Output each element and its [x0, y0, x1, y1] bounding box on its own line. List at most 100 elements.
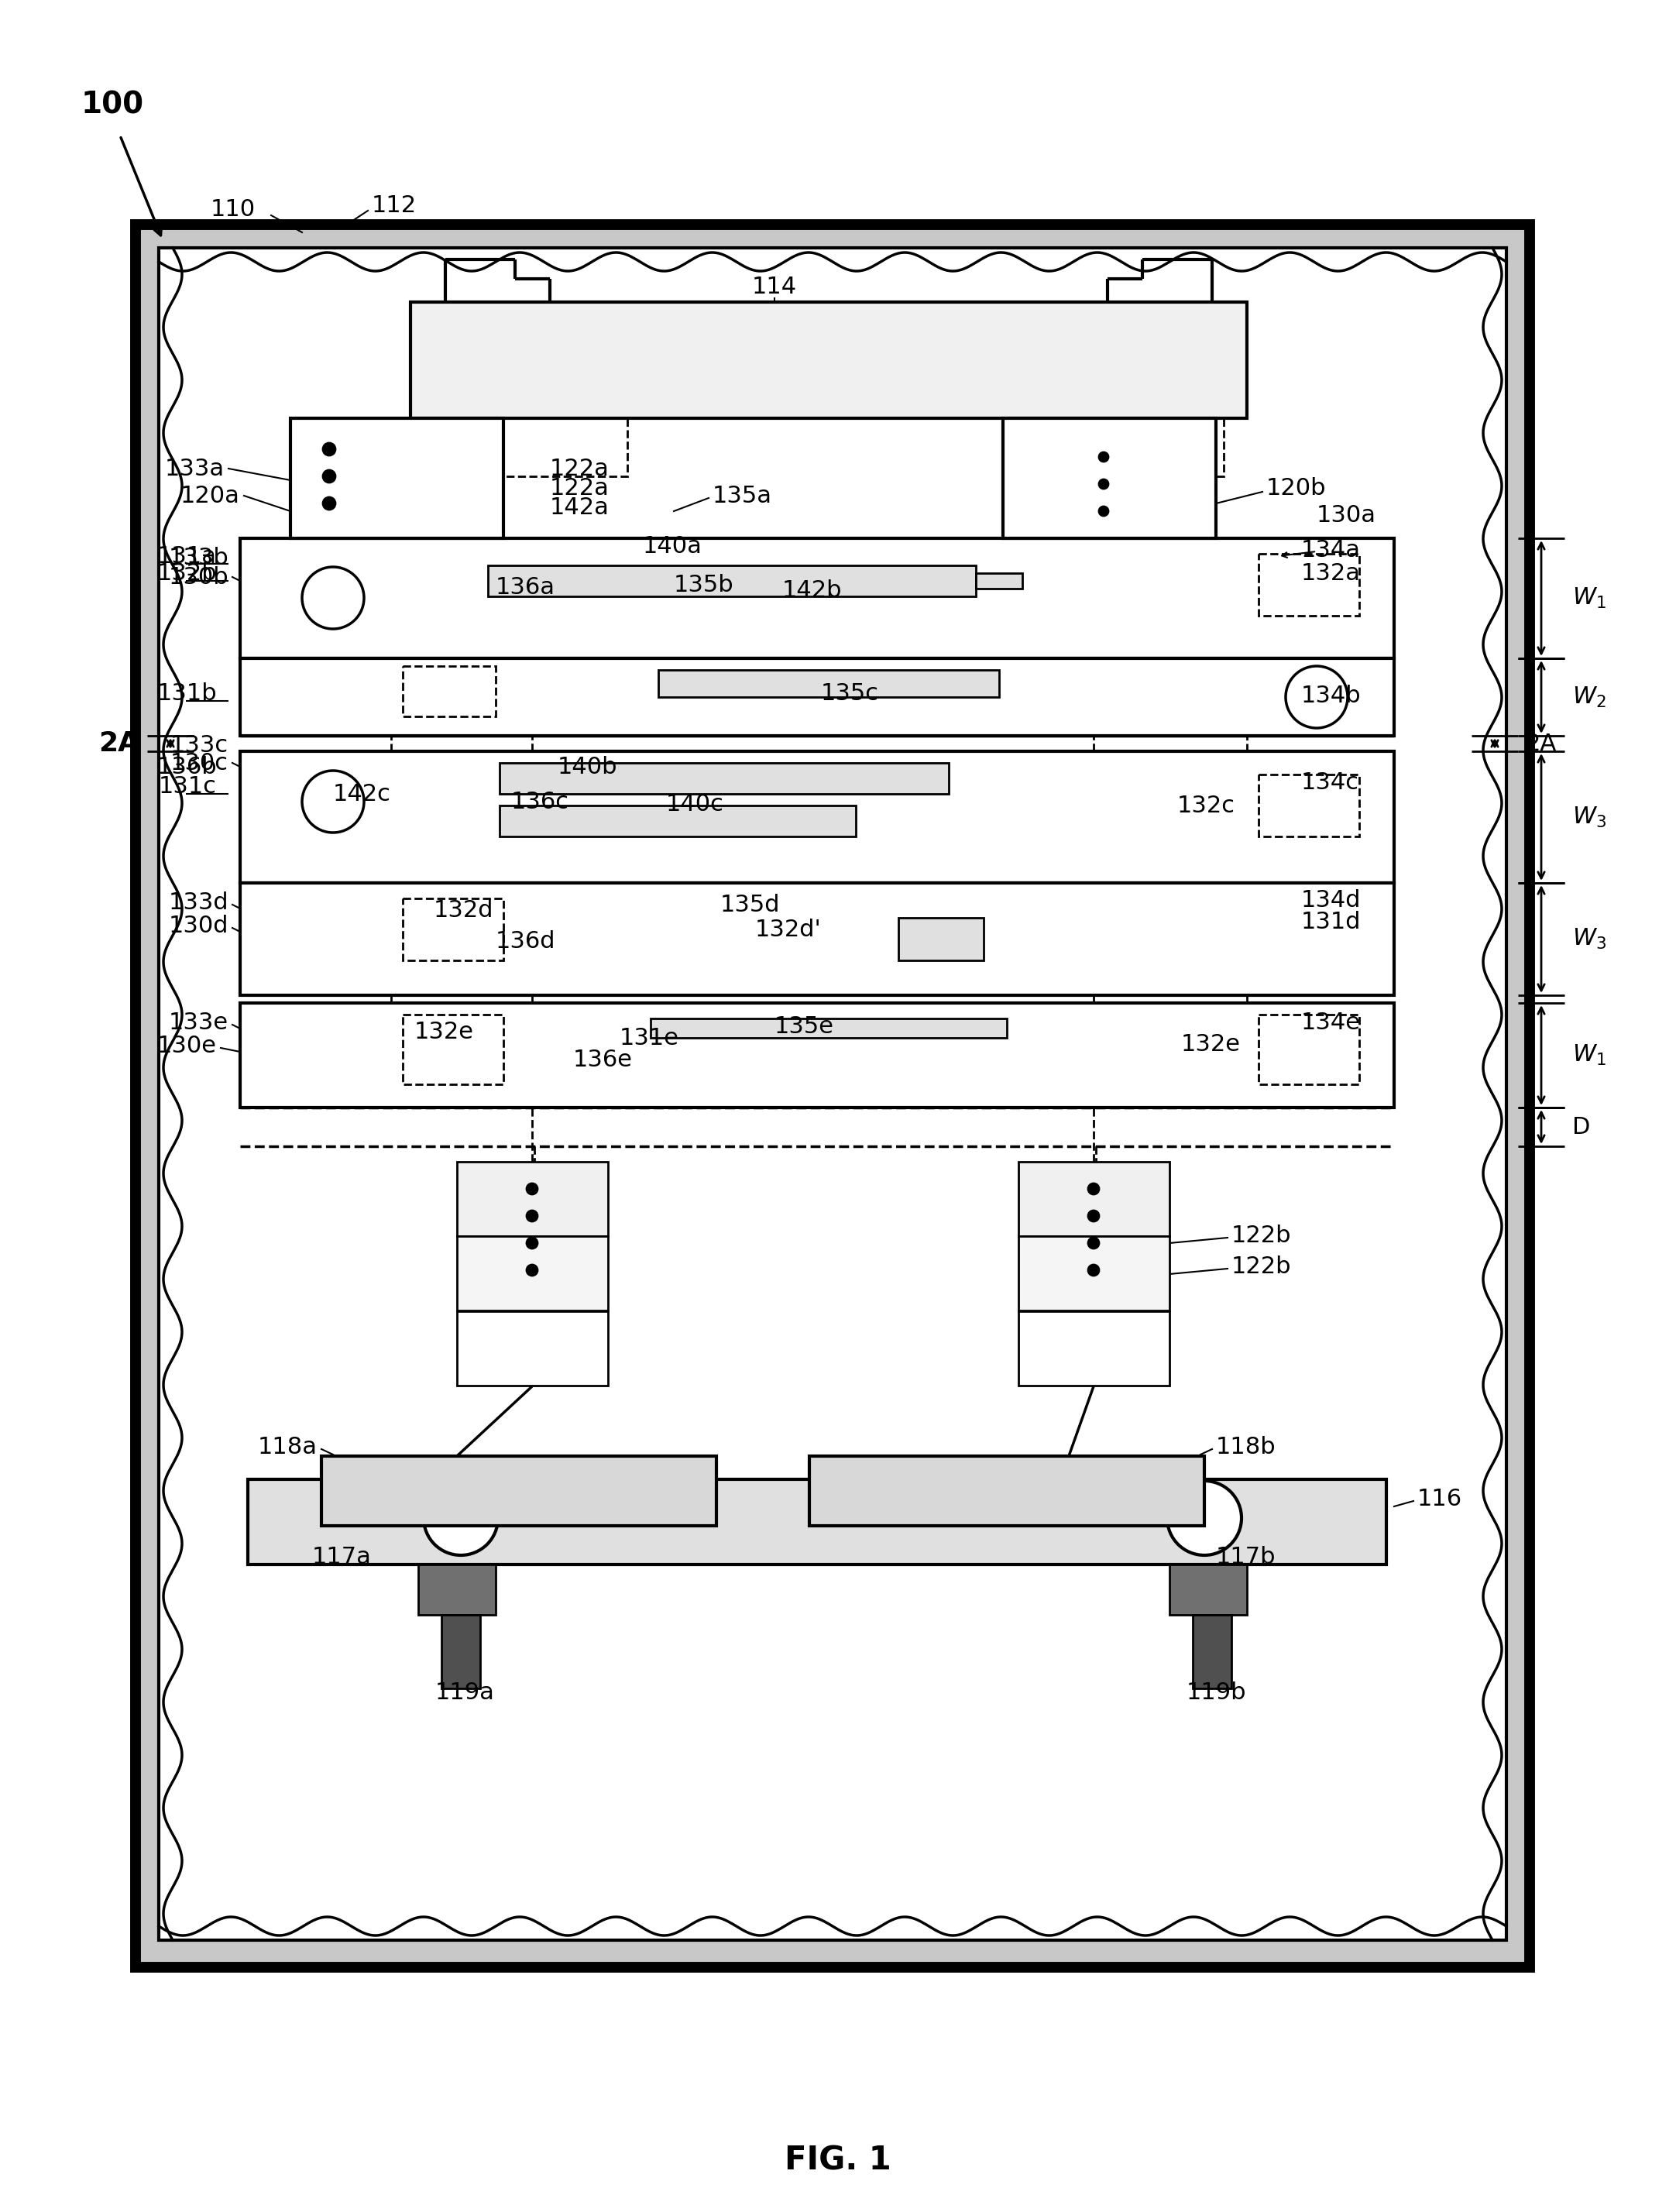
Circle shape [1088, 1265, 1099, 1276]
Bar [1259, 1015, 1359, 1084]
Text: 135e: 135e [774, 1015, 835, 1037]
Text: 120b: 120b [1267, 478, 1326, 500]
Bar [419, 1564, 496, 1615]
Text: 140a: 140a [644, 535, 702, 557]
Text: 130c: 130c [171, 752, 228, 774]
Text: 140c: 140c [665, 792, 724, 816]
Circle shape [1285, 666, 1348, 728]
Bar [240, 659, 1394, 737]
Text: $W_1$: $W_1$ [1572, 1044, 1606, 1068]
Text: 130e: 130e [158, 1035, 216, 1057]
Text: 120a: 120a [181, 484, 240, 507]
Text: $W_3$: $W_3$ [1572, 927, 1606, 951]
Bar [1193, 1615, 1232, 1688]
Bar [659, 670, 999, 697]
Text: 110: 110 [211, 197, 255, 221]
Text: 133b: 133b [168, 546, 228, 568]
Text: 136c: 136c [511, 790, 570, 812]
Circle shape [1099, 451, 1108, 462]
Text: 132e: 132e [1182, 1033, 1240, 1055]
Circle shape [1088, 1210, 1099, 1221]
Text: 118b: 118b [1217, 1436, 1275, 1458]
Text: 140b: 140b [558, 757, 618, 779]
Bar [458, 1161, 608, 1237]
Text: 134d: 134d [1301, 889, 1361, 911]
Text: 117a: 117a [312, 1546, 372, 1568]
Bar [810, 1455, 1205, 1526]
Circle shape [1088, 1183, 1099, 1194]
Text: 134a: 134a [1301, 540, 1361, 562]
Text: 131d: 131d [1301, 911, 1361, 933]
Text: 122b: 122b [1232, 1254, 1292, 1279]
Bar [240, 538, 1394, 659]
Bar [499, 763, 949, 794]
Circle shape [1166, 1480, 1242, 1555]
Text: 130a: 130a [1317, 504, 1376, 526]
Bar [1019, 1237, 1170, 1310]
Bar [402, 1015, 503, 1084]
Text: 116: 116 [1418, 1486, 1463, 1511]
Bar [159, 248, 1507, 1940]
Bar [650, 1018, 1007, 1037]
Bar [248, 1480, 1386, 1564]
Circle shape [424, 1480, 498, 1555]
Circle shape [526, 1239, 538, 1248]
Bar [1019, 1161, 1170, 1237]
Text: 132c: 132c [1177, 794, 1235, 816]
Bar [240, 1002, 1394, 1108]
Bar [402, 666, 496, 717]
Bar [322, 1455, 716, 1526]
Bar [898, 918, 984, 960]
Text: D: D [1572, 1115, 1591, 1139]
Bar [434, 418, 627, 476]
Text: 136e: 136e [573, 1048, 634, 1071]
Bar [1259, 553, 1359, 615]
Circle shape [1071, 338, 1115, 383]
Text: 131a: 131a [158, 544, 216, 566]
Text: 119a: 119a [436, 1681, 494, 1703]
Text: 2A: 2A [99, 730, 139, 757]
Text: FIG. 1: FIG. 1 [784, 2146, 892, 2177]
Bar [1002, 418, 1217, 538]
Text: 142b: 142b [783, 580, 843, 602]
Text: 136d: 136d [496, 929, 556, 951]
Text: 134e: 134e [1301, 1011, 1361, 1033]
Text: 112: 112 [372, 195, 417, 217]
Text: 132a: 132a [1301, 562, 1361, 584]
Bar [402, 898, 503, 960]
Circle shape [323, 498, 335, 509]
Bar [975, 573, 1022, 588]
Text: 131c: 131c [159, 774, 216, 796]
Circle shape [526, 1183, 538, 1194]
Text: 135b: 135b [674, 573, 734, 595]
Text: 133e: 133e [169, 1011, 228, 1033]
Text: 131b: 131b [158, 681, 216, 703]
Bar [1259, 774, 1359, 836]
Bar [1019, 1312, 1170, 1385]
Circle shape [323, 442, 335, 456]
Text: 134c: 134c [1301, 772, 1359, 794]
Circle shape [302, 770, 364, 832]
Bar [488, 566, 975, 597]
Circle shape [1099, 480, 1108, 489]
Bar [411, 303, 1247, 418]
Text: 135c: 135c [821, 681, 878, 703]
Circle shape [1088, 1239, 1099, 1248]
Text: $W_2$: $W_2$ [1572, 686, 1606, 710]
Circle shape [526, 1210, 538, 1221]
Text: 132d': 132d' [756, 918, 821, 940]
Text: 130b: 130b [168, 566, 228, 588]
Text: 131e: 131e [620, 1026, 679, 1048]
Text: $W_3$: $W_3$ [1572, 805, 1606, 830]
Bar [1031, 418, 1223, 476]
Circle shape [302, 566, 364, 628]
Circle shape [1099, 507, 1108, 515]
Text: 136a: 136a [496, 575, 555, 597]
Bar [1170, 1564, 1247, 1615]
Bar [240, 883, 1394, 995]
Text: 133d: 133d [168, 891, 228, 914]
Text: 132e: 132e [414, 1020, 474, 1042]
Circle shape [543, 338, 587, 383]
Text: $W_1$: $W_1$ [1572, 586, 1606, 611]
Text: 134b: 134b [1301, 684, 1361, 708]
